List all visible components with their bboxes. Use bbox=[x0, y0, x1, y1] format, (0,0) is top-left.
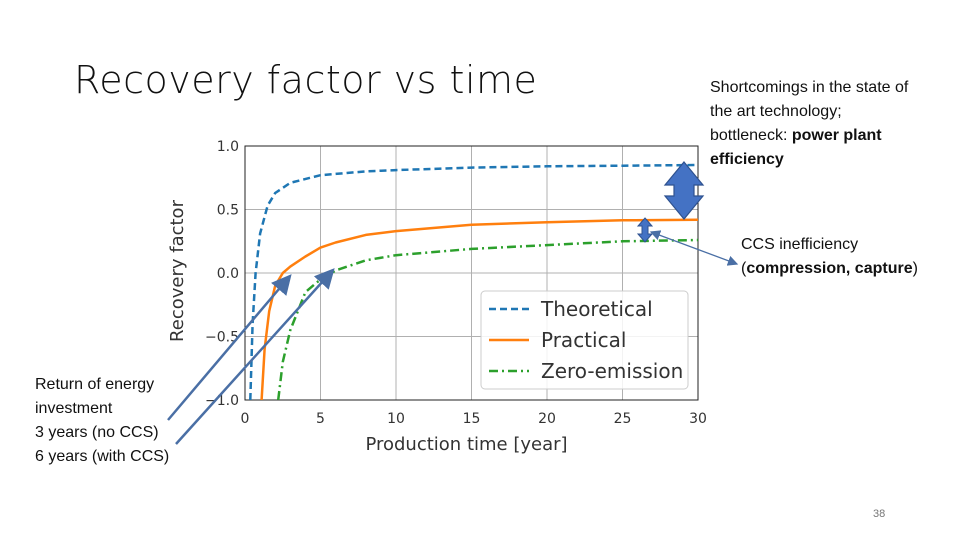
y-tick-label: 0.5 bbox=[217, 203, 239, 219]
shortcomings-bold-text: power plant efficiency bbox=[710, 127, 882, 168]
series-line-zero-emission bbox=[276, 238, 698, 400]
legend-label: Theoretical bbox=[540, 297, 653, 321]
return-annotation: Return of energy investment 3 years (no … bbox=[35, 373, 205, 469]
plot-frame bbox=[244, 145, 699, 401]
return-pointer-3-years bbox=[167, 274, 292, 421]
x-tick-label: 20 bbox=[538, 411, 556, 427]
x-tick-label: 15 bbox=[463, 411, 481, 427]
legend-label: Zero-emission bbox=[541, 359, 683, 383]
efficiency-double-arrow bbox=[663, 161, 705, 220]
x-tick-label: 10 bbox=[387, 411, 405, 427]
x-tick-label: 5 bbox=[316, 411, 325, 427]
y-tick-label: 1.0 bbox=[217, 139, 239, 155]
series-line-practical bbox=[260, 218, 698, 400]
slide-title: Recovery factor vs time bbox=[74, 58, 538, 102]
ccs-pointer-arrow bbox=[649, 230, 739, 266]
return-line-1: Return of energy investment bbox=[35, 376, 155, 417]
x-tick-label: 25 bbox=[614, 411, 632, 427]
y-tick-label: 0.0 bbox=[217, 266, 239, 282]
shortcomings-text: Shortcomings in the state of the art tec… bbox=[710, 79, 909, 144]
return-line-2: 3 years (no CCS) bbox=[35, 424, 159, 441]
legend-box bbox=[480, 290, 689, 390]
x-tick-label: 30 bbox=[689, 411, 707, 427]
page-number: 38 bbox=[873, 508, 886, 520]
ccs-text: CCS inefficiency ( bbox=[741, 236, 859, 277]
shortcomings-annotation: Shortcomings in the state of the art tec… bbox=[710, 76, 910, 172]
x-tick-label: 0 bbox=[241, 411, 250, 427]
legend-label: Practical bbox=[541, 328, 626, 352]
return-line-3: 6 years (with CCS) bbox=[35, 448, 170, 465]
series-line-theoretical bbox=[249, 163, 698, 400]
y-tick-label: −0.5 bbox=[205, 330, 239, 346]
ccs-annotation: CCS inefficiency (compression, capture) bbox=[741, 233, 941, 281]
x-axis-label: Production time [year] bbox=[365, 434, 567, 455]
return-pointer-6-years bbox=[175, 268, 335, 445]
ccs-bold-text: compression, capture bbox=[746, 260, 913, 277]
y-tick-label: −1.0 bbox=[205, 393, 239, 409]
ccs-close-text: ) bbox=[912, 260, 918, 277]
ccs-double-arrow bbox=[636, 217, 654, 243]
y-axis-label: Recovery factor bbox=[167, 199, 188, 342]
